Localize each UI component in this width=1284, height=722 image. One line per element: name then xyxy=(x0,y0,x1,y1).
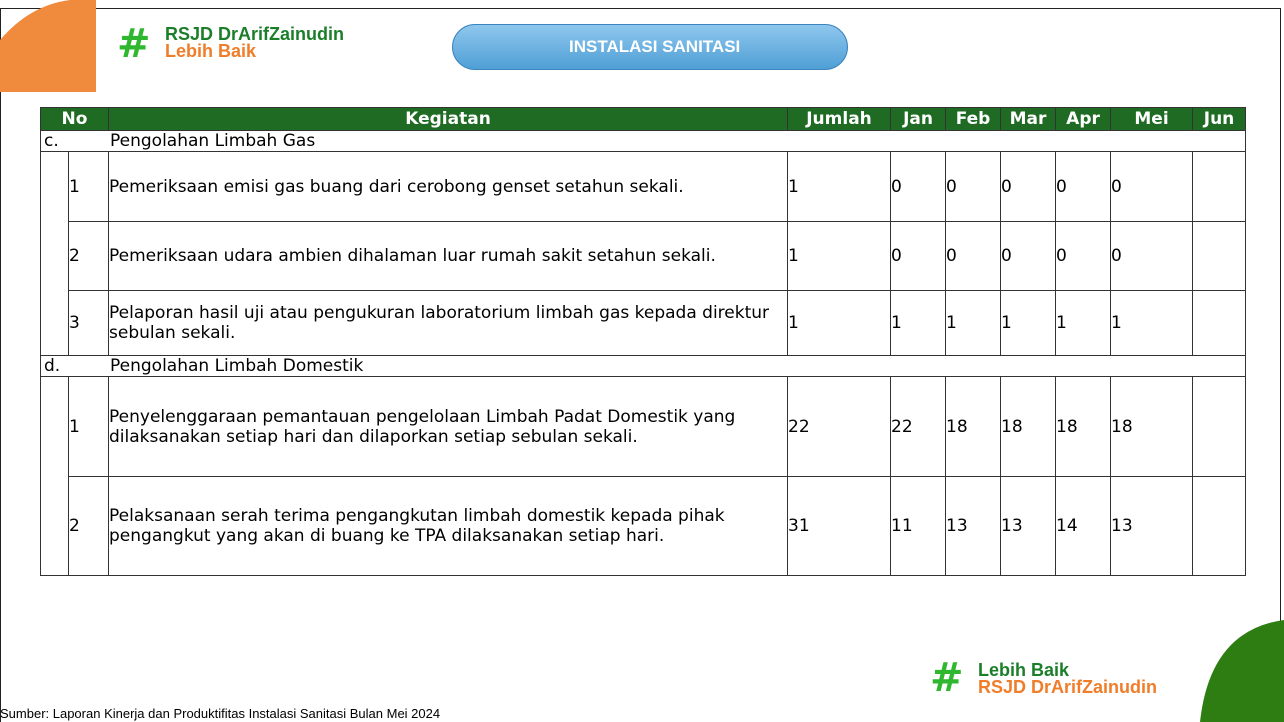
row-value: 13 xyxy=(1110,476,1194,576)
logo-tagline: Lebih Baik xyxy=(165,41,257,61)
column-header: Mei xyxy=(1110,107,1194,131)
data-row: 3 Pelaporan hasil uji atau pengukuran lab… xyxy=(41,290,1247,356)
row-value: 22 xyxy=(890,376,947,477)
row-value: 0 xyxy=(1000,221,1057,291)
row-kegiatan: Penyelenggaraan pemantauan pengelolaan L… xyxy=(108,376,789,477)
logo: RSJD DrArifZainudin Lebih Baik xyxy=(165,24,345,61)
row-value: 0 xyxy=(890,151,947,222)
frame xyxy=(0,8,1281,722)
row-kegiatan: Pelaksanaan serah terima pengangkutan li… xyxy=(108,476,789,576)
row-value: 31 xyxy=(787,476,892,576)
row-value: 18 xyxy=(1000,376,1057,477)
indent-cell xyxy=(40,376,69,576)
column-header: Jan xyxy=(890,107,947,131)
row-value: 1 xyxy=(1000,290,1057,356)
row-value: 0 xyxy=(1055,151,1112,222)
column-header: Jun xyxy=(1192,107,1247,131)
source: Sumber: Laporan Kinerja dan Produktifita… xyxy=(0,706,441,721)
row-value: 18 xyxy=(1110,376,1194,477)
row-value: 18 xyxy=(1055,376,1112,477)
footer-name: RSJD DrArifZainudin xyxy=(978,677,1158,697)
column-header: Jumlah xyxy=(787,107,892,131)
corner-green xyxy=(1200,620,1284,722)
row-no: 1 xyxy=(67,151,110,222)
row-value: 0 xyxy=(1110,151,1194,222)
empty-cell xyxy=(1192,476,1247,576)
row-value: 13 xyxy=(1000,476,1057,576)
row-value: 0 xyxy=(945,151,1002,222)
logo-hash: # xyxy=(117,21,151,67)
row-no: 2 xyxy=(67,221,110,291)
row-value: 1 xyxy=(787,221,892,291)
footer-tagline: Lebih Baik xyxy=(978,660,1070,680)
row-value: 1 xyxy=(1055,290,1112,356)
empty-cell xyxy=(1192,376,1247,477)
empty-cell xyxy=(1192,221,1247,291)
section-letter: d. xyxy=(44,356,61,376)
indent-cell xyxy=(40,151,69,356)
footer-hash: # xyxy=(930,655,964,701)
section-row: c. Pengolahan Limbah Gas xyxy=(39,130,1247,152)
section-label: d. Pengolahan Limbah Domestik xyxy=(39,355,1247,377)
row-no: 2 xyxy=(67,476,110,576)
column-header: No xyxy=(39,107,110,131)
data-row: 2 Pelaksanaan serah terima pengangkutan l… xyxy=(41,476,1247,576)
row-value: 11 xyxy=(890,476,947,576)
data-row: 2 Pemeriksaan udara ambien dihalaman luar… xyxy=(41,221,1247,291)
section-title: Pengolahan Limbah Gas xyxy=(110,131,316,151)
column-header: Kegiatan xyxy=(108,107,789,131)
logo-name: RSJD DrArifZainudin xyxy=(165,24,345,44)
table: No Kegiatan Jumlah Jan Feb Mar Apr Mei Jun c. Peng… xyxy=(39,107,1247,576)
row-value: 14 xyxy=(1055,476,1112,576)
row-value: 13 xyxy=(945,476,1002,576)
row-value: 0 xyxy=(945,221,1002,291)
section-letter: c. xyxy=(44,131,59,151)
section-label: c. Pengolahan Limbah Gas xyxy=(39,130,1247,152)
row-value: 1 xyxy=(1110,290,1194,356)
row-value: 1 xyxy=(890,290,947,356)
row-value: 0 xyxy=(890,221,947,291)
row-value: 1 xyxy=(787,151,892,222)
row-value: 18 xyxy=(945,376,1002,477)
column-header: Mar xyxy=(1000,107,1057,131)
row-no: 1 xyxy=(67,376,110,477)
footer-logo: Lebih Baik RSJD DrArifZainudin xyxy=(978,660,1158,697)
data-row: 1 Pemeriksaan emisi gas buang dari cerobo… xyxy=(40,151,1247,356)
row-value: 0 xyxy=(1055,221,1112,291)
empty-cell xyxy=(1192,151,1247,222)
column-header: Apr xyxy=(1055,107,1112,131)
unit-title: INSTALASI SANITASI xyxy=(569,37,741,56)
row-value: 1 xyxy=(945,290,1002,356)
row-kegiatan: Pelaporan hasil uji atau pengukuran labo… xyxy=(108,290,789,356)
data-row: 1 Penyelenggaraan pemantauan pengelolaan … xyxy=(40,376,1247,576)
empty-cell xyxy=(1192,290,1247,356)
corner-orange xyxy=(0,0,96,92)
row-kegiatan: Pemeriksaan udara ambien dihalaman luar … xyxy=(108,221,789,291)
section-row: d. Pengolahan Limbah Domestik xyxy=(39,355,1247,377)
row-value: 1 xyxy=(787,290,892,356)
header-row: No Kegiatan Jumlah Jan Feb Mar Apr Mei Jun xyxy=(39,107,1247,131)
unit-pill: INSTALASI SANITASI xyxy=(452,24,848,70)
row-no: 3 xyxy=(67,290,110,356)
row-value: 22 xyxy=(787,376,892,477)
column-header: Feb xyxy=(945,107,1002,131)
section-title: Pengolahan Limbah Domestik xyxy=(110,356,364,376)
row-value: 0 xyxy=(1110,221,1194,291)
row-value: 0 xyxy=(1000,151,1057,222)
row-kegiatan: Pemeriksaan emisi gas buang dari cerobon… xyxy=(108,151,789,222)
